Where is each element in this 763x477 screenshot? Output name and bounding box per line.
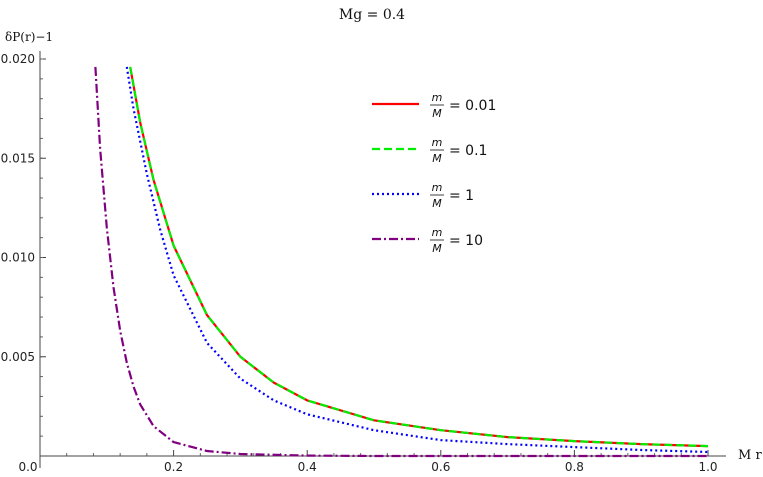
legend-frac-den: M xyxy=(432,107,442,120)
y-axis-ticks: 0.005 0.010 0.015 0.020 xyxy=(1,52,46,457)
legend-frac-num: m xyxy=(432,136,443,149)
legend-frac-den: M xyxy=(432,197,442,210)
x-tick-label: 0.2 xyxy=(164,460,183,474)
legend-frac-num: m xyxy=(432,226,443,239)
series-layer xyxy=(94,66,709,458)
series-line-1 xyxy=(129,66,709,448)
y-tick-label: 0.005 xyxy=(1,350,35,364)
legend-label-4: = 10 xyxy=(449,233,483,249)
y-tick-label: 0.015 xyxy=(1,151,35,165)
chart-title: Mg = 0.4 xyxy=(339,7,405,23)
x-tick-label: 0.0 xyxy=(18,460,37,474)
series-line-2 xyxy=(129,66,709,448)
legend-frac-num: m xyxy=(432,91,443,104)
legend-frac-den: M xyxy=(432,152,442,165)
x-tick-label: 0.8 xyxy=(565,460,584,474)
legend-label-2: = 0.1 xyxy=(449,143,487,159)
x-tick-label: 0.4 xyxy=(298,460,317,474)
x-axis-ticks: 0.0 0.2 0.4 0.6 0.8 1.0 xyxy=(18,450,718,474)
x-tick-label: 1.0 xyxy=(698,460,717,474)
series-line-4 xyxy=(94,66,708,458)
x-tick-label: 0.6 xyxy=(431,460,450,474)
y-axis-label: δP(r)−1 xyxy=(5,30,53,44)
legend-label-1: = 0.01 xyxy=(449,98,496,114)
y-tick-label: 0.020 xyxy=(1,52,35,66)
x-axis-label: M r xyxy=(738,448,762,463)
legend-frac-den: M xyxy=(432,242,442,255)
series-line-3 xyxy=(125,66,709,454)
legend-label-3: = 1 xyxy=(449,188,474,204)
legend-frac-num: m xyxy=(432,181,443,194)
y-tick-label: 0.010 xyxy=(1,251,35,265)
